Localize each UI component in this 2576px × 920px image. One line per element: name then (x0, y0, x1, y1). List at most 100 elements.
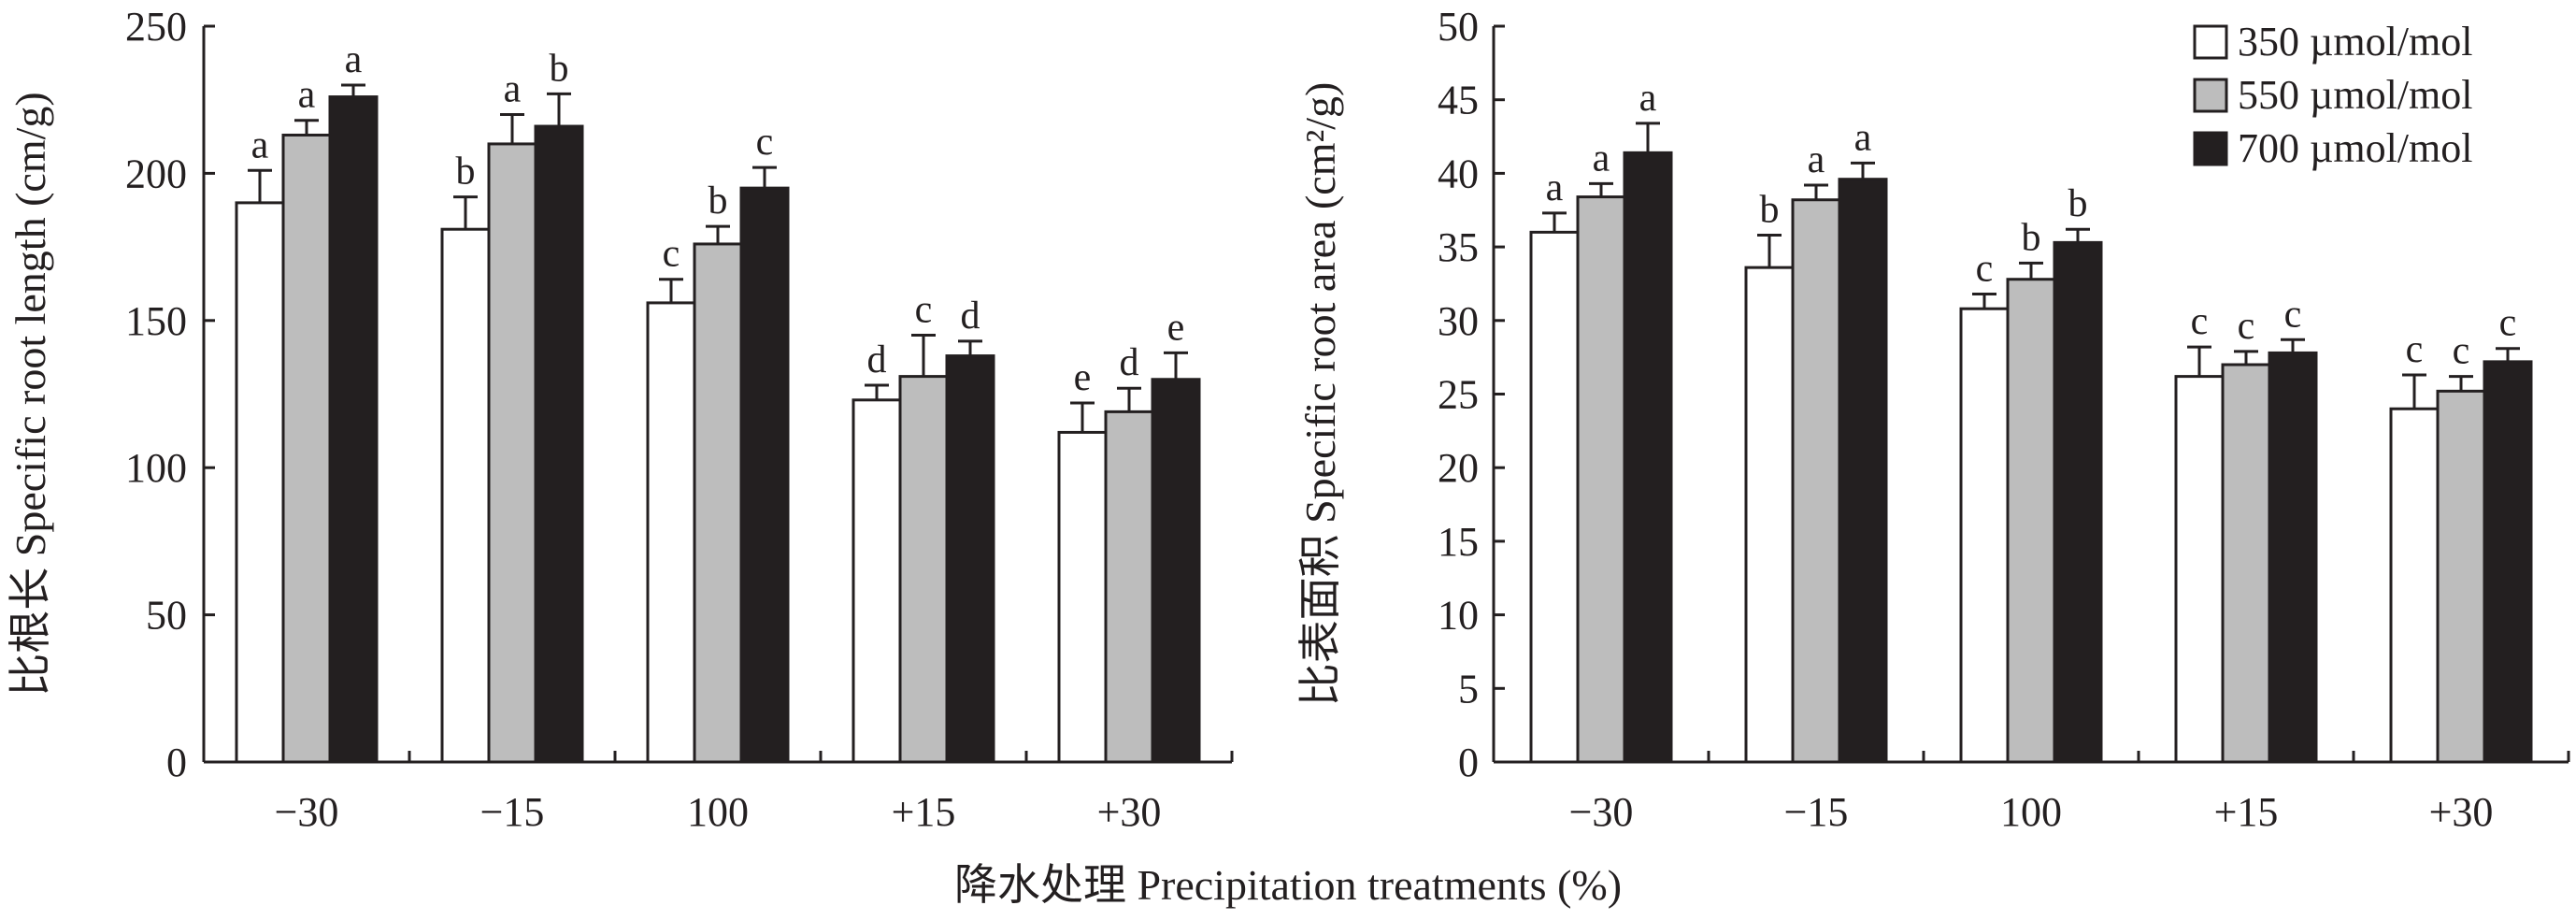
bar-700 (2483, 360, 2533, 764)
bar-550 (2221, 363, 2271, 764)
bar-550 (487, 142, 537, 764)
significance-label: a (1808, 138, 1825, 181)
significance-label: c (2499, 302, 2517, 345)
bar-350 (2174, 375, 2225, 764)
bar-550 (1104, 410, 1154, 764)
y-tick-label: 45 (1438, 78, 1479, 123)
y-tick-label: 35 (1438, 224, 1479, 270)
bar-350 (852, 398, 902, 764)
legend-label: 700 µmol/mol (2238, 125, 2472, 171)
significance-label: c (2453, 330, 2470, 373)
y-tick-label: 50 (146, 593, 187, 639)
y-tick-label: 25 (1438, 372, 1479, 418)
y-axis-title: 比根长 Specific root length (cm/g) (7, 92, 54, 696)
bar-550 (898, 375, 949, 764)
x-tick-label: −30 (275, 789, 339, 835)
legend-swatch (2193, 78, 2228, 113)
legend-swatch (2193, 131, 2228, 166)
bar-700 (328, 95, 379, 764)
bar-700 (1151, 378, 1201, 764)
y-tick-label: 0 (1458, 740, 1479, 785)
y-tick-label: 100 (125, 445, 187, 491)
y-tick-label: 15 (1438, 519, 1479, 565)
significance-label: d (1120, 341, 1139, 384)
x-tick-label: +15 (892, 789, 956, 835)
significance-label: a (251, 123, 269, 166)
bar-700 (2053, 240, 2103, 764)
y-tick-label: 150 (125, 298, 187, 344)
y-tick-label: 50 (1438, 4, 1479, 50)
bar-550 (693, 242, 743, 764)
bar-350 (1744, 266, 1795, 764)
bar-700 (534, 124, 584, 764)
significance-label: b (2068, 182, 2088, 225)
significance-label: a (345, 38, 363, 81)
bar-550 (2436, 389, 2486, 764)
bar-350 (646, 301, 696, 764)
legend: 350 µmol/mol 550 µmol/mol 700 µmol/mol (2193, 19, 2472, 171)
x-tick-label: +30 (1097, 789, 1162, 835)
right-panel-specific-root-area: 0 5 10 15 20 25 30 35 40 45 50 比表面积 Specific root a… (1296, 4, 2570, 835)
significance-label: a (1546, 166, 1564, 209)
significance-label: b (708, 180, 728, 223)
legend-label: 550 µmol/mol (2238, 72, 2472, 118)
x-axis-title: 降水处理 Precipitation treatments (%) (954, 861, 1622, 909)
x-tick-label: +15 (2214, 789, 2279, 835)
significance-label: d (961, 295, 980, 338)
significance-label: e (1074, 356, 1092, 399)
y-tick-label: 10 (1438, 593, 1479, 639)
bar-350 (235, 201, 285, 764)
y-axis-title: 比表面积 Specific root area (cm²/g) (1296, 82, 1344, 707)
bar-350 (2389, 407, 2440, 764)
x-tick-label: −30 (1569, 789, 1634, 835)
significance-label: a (1854, 116, 1872, 159)
bar-700 (2268, 351, 2318, 764)
significance-label: c (915, 289, 933, 332)
bar-550 (1576, 195, 1626, 764)
x-tick-label: −15 (1784, 789, 1849, 835)
significance-label: b (2022, 216, 2041, 259)
y-tick-label: 30 (1438, 298, 1479, 344)
bar-700 (739, 186, 790, 764)
significance-label: b (550, 47, 569, 90)
bar-350 (1529, 230, 1580, 764)
legend-label: 350 µmol/mol (2238, 19, 2472, 65)
bar-350 (1057, 430, 1108, 764)
bar-550 (1791, 198, 1841, 764)
bar-550 (281, 133, 332, 764)
y-tick-label: 5 (1458, 666, 1479, 712)
y-tick-label: 20 (1438, 445, 1479, 491)
significance-label: a (298, 74, 316, 117)
left-panel-specific-root-length: 0 50 100 150 200 250 比根长 Specific root length … (7, 4, 1234, 835)
significance-label: d (867, 338, 887, 381)
y-tick-label: 200 (125, 151, 187, 196)
significance-label: a (1639, 77, 1657, 120)
bar-700 (1623, 151, 1673, 764)
bar-700 (945, 354, 995, 764)
legend-swatch (2193, 24, 2228, 60)
significance-label: c (756, 121, 774, 164)
significance-label: c (663, 233, 680, 276)
bar-350 (440, 227, 491, 764)
significance-label: c (1976, 247, 1994, 290)
x-tick-label: 100 (687, 789, 749, 835)
significance-label: c (2191, 300, 2209, 343)
significance-label: e (1167, 306, 1185, 349)
significance-label: c (2284, 293, 2302, 336)
bar-350 (1959, 307, 2010, 764)
significance-label: b (456, 151, 476, 194)
significance-label: c (2238, 305, 2255, 348)
significance-label: a (504, 67, 522, 110)
significance-label: c (2406, 328, 2424, 371)
y-tick-label: 40 (1438, 151, 1479, 196)
bar-550 (2006, 278, 2056, 764)
significance-label: a (1593, 137, 1610, 180)
bar-700 (1838, 178, 1888, 764)
significance-label: b (1760, 189, 1780, 232)
y-tick-label: 250 (125, 4, 187, 50)
y-tick-label: 0 (166, 740, 187, 785)
x-tick-label: 100 (2000, 789, 2062, 835)
x-tick-label: +30 (2429, 789, 2494, 835)
x-tick-label: −15 (480, 789, 545, 835)
